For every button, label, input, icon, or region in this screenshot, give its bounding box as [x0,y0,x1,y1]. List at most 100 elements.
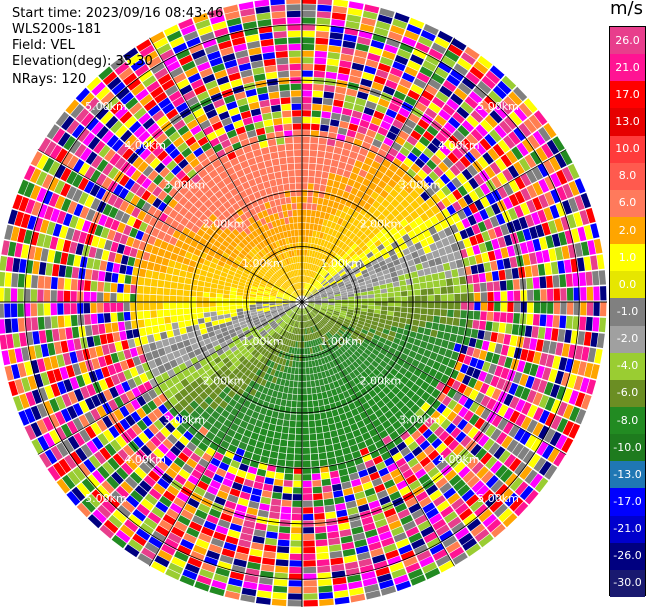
range-gate [329,470,340,479]
range-gate [372,263,381,270]
range-gate [492,143,505,157]
range-gate [348,379,356,388]
range-gate [329,38,342,47]
range-gate [223,302,230,307]
range-gate [457,197,468,209]
range-gate [269,396,277,404]
range-gate [404,118,417,129]
range-gate [318,378,325,386]
range-gate [288,346,293,354]
range-gate [344,382,352,390]
range-gate [524,489,539,505]
range-gate [322,317,329,323]
range-gate [480,311,487,321]
range-gate [299,315,301,322]
range-gate [401,36,417,47]
range-gate [303,335,307,342]
range-gate [543,123,557,139]
range-gate [326,451,335,459]
range-gate [345,366,353,374]
range-gate [298,368,302,375]
range-gate [341,376,349,384]
range-gate [441,237,450,247]
range-gate [367,52,381,62]
range-gate [315,266,320,273]
range-gate [372,33,387,43]
range-gate [325,145,335,153]
range-gate [477,55,493,70]
range-gate [583,256,592,271]
range-gate [318,344,324,351]
range-gate [176,255,185,264]
range-gate [305,321,308,328]
range-gate [361,302,368,306]
range-gate [127,256,136,267]
range-gate [557,260,566,274]
range-gate [371,434,382,443]
range-gate [485,475,499,489]
range-gate [333,146,343,155]
range-gate [362,272,370,278]
range-gate [315,532,327,540]
range-gate [320,308,327,312]
range-gate [423,444,435,456]
range-gate [364,211,373,220]
range-gate [335,277,342,282]
range-gate [358,252,366,259]
range-gate [504,492,519,507]
range-gate [233,432,243,441]
range-gate [423,23,439,36]
range-gate [484,165,496,179]
range-gate [293,313,297,320]
range-gate [347,240,355,248]
range-gate [312,400,319,407]
range-gate [294,334,297,341]
range-gate [248,438,257,447]
range-gate [326,290,333,294]
range-gate [481,252,490,263]
range-gate [169,302,177,309]
range-gate [285,460,294,467]
range-gate [362,453,372,463]
range-gate [331,564,345,572]
range-gate [183,314,191,321]
range-gate [309,312,314,319]
range-gate [222,478,234,488]
range-gate [304,308,307,315]
range-gate [363,259,371,266]
range-gate [302,474,312,481]
range-gate [303,566,317,574]
range-gate [447,399,458,410]
range-gate [388,359,397,368]
range-gate [325,264,331,271]
range-gate [350,202,358,210]
range-gate [275,356,281,364]
range-gate [423,328,432,336]
range-gate [338,468,349,477]
range-gate [458,394,469,406]
range-gate [316,546,329,553]
range-gate [357,262,365,269]
range-gate [472,274,480,284]
range-gate [393,436,403,446]
range-gate [503,334,511,345]
range-gate [409,414,419,425]
range-gate [361,244,369,252]
range-gate [444,366,453,377]
range-gate [414,185,425,195]
range-gate [273,384,280,392]
range-gate [388,102,401,113]
range-gate [292,361,296,368]
range-gate [4,272,12,287]
range-gate [328,298,335,301]
range-gate [511,267,519,279]
range-gate [310,143,318,151]
range-gate [161,257,170,266]
range-gate [292,507,302,514]
range-gate [443,487,457,500]
range-gate [185,271,193,279]
range-gate [255,522,267,531]
range-gate [338,363,345,371]
range-gate [393,574,409,585]
range-gate [386,37,401,48]
